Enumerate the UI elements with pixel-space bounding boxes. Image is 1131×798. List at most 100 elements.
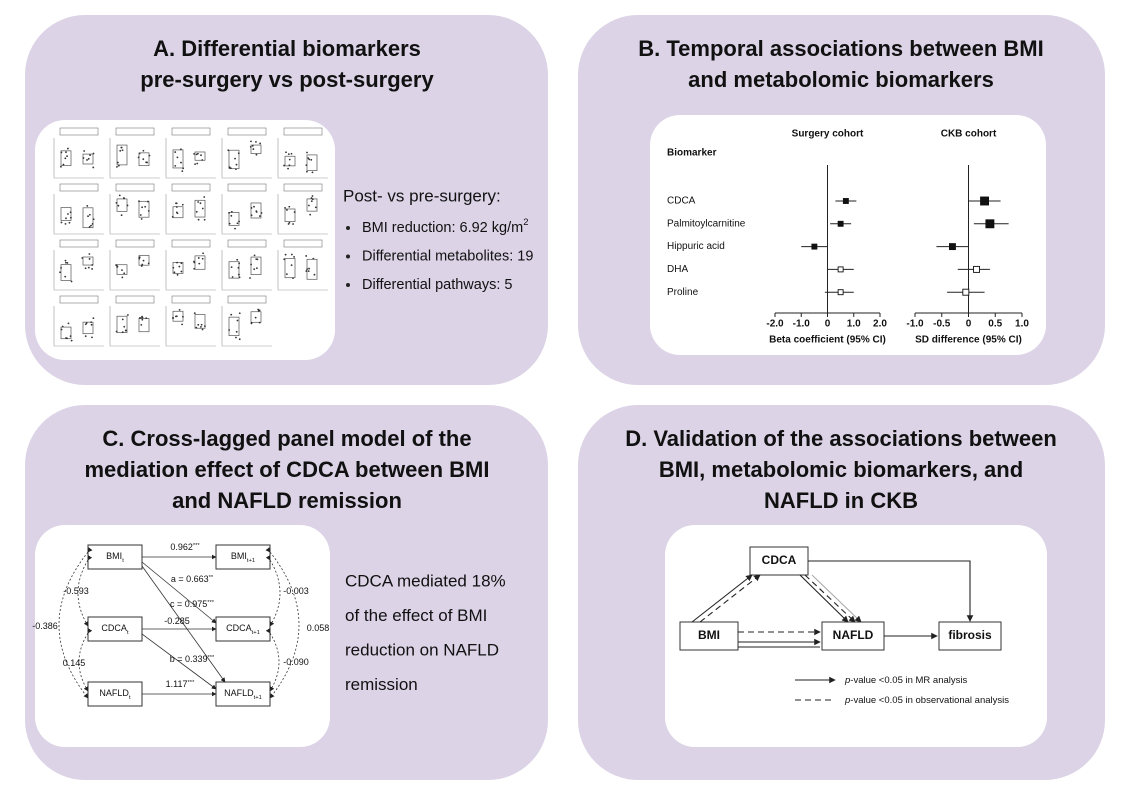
path-coefficient: -0.003 — [283, 586, 309, 596]
thumb-dot — [255, 153, 258, 156]
estimate — [837, 289, 844, 296]
node-label-part: CDCA — [226, 623, 252, 633]
thumb-box — [194, 314, 206, 329]
thumb-dot — [235, 168, 237, 171]
thumb-dot — [312, 257, 315, 260]
thumb-dot — [86, 205, 89, 207]
thumb-dot — [230, 210, 233, 213]
thumb-dot — [254, 316, 257, 319]
thumb-dot — [230, 214, 233, 217]
thumb-dot — [284, 253, 287, 256]
thumb-dot — [141, 315, 143, 318]
thumb-dot — [175, 202, 178, 205]
thumb-dot — [283, 258, 286, 261]
thumb-dot — [119, 149, 122, 152]
validation-link — [811, 574, 862, 623]
thumb-dot — [290, 152, 293, 155]
thumb-dot — [121, 269, 123, 272]
thumb-header — [171, 295, 211, 304]
thumb-dot — [238, 276, 241, 279]
validation-link — [699, 574, 761, 623]
thumb-dot — [145, 161, 148, 164]
thumb-dot — [235, 336, 237, 339]
validation-node — [749, 546, 809, 576]
path-coefficient-part: *** — [207, 655, 215, 661]
path-coefficient-part: *** — [193, 543, 201, 549]
thumb-dot — [250, 207, 253, 209]
panel-title: pre-surgery vs post-surgery — [140, 67, 434, 92]
thumb-dot — [203, 218, 206, 221]
path-coefficient-part: 0.058 — [307, 623, 330, 633]
thumb-dot — [61, 325, 64, 328]
thumb-dot — [250, 321, 253, 324]
tick-label: 0 — [825, 319, 831, 330]
estimate — [973, 265, 980, 273]
estimate — [985, 219, 995, 229]
thumb-dot — [310, 197, 313, 199]
thumb-dot — [148, 154, 151, 157]
thumb-dot — [311, 198, 314, 201]
node-label-part: t — [127, 630, 129, 636]
thumb-dot — [201, 328, 204, 331]
thumb-box — [228, 316, 240, 336]
thumb-dot — [126, 204, 129, 207]
thumb-dot — [92, 152, 95, 155]
thumb-dot — [178, 265, 181, 268]
thumb-dot — [310, 158, 313, 161]
thumb-dot — [249, 277, 251, 279]
thumb-dot — [237, 152, 240, 155]
thumb-dot — [193, 312, 196, 315]
thumb-header — [115, 127, 155, 136]
thumb-box — [306, 198, 318, 212]
thumb-dot — [284, 206, 286, 209]
thumb-dot — [201, 207, 204, 210]
thumb-dot — [138, 200, 140, 203]
model-node — [87, 681, 143, 707]
thumb-dot — [66, 147, 69, 150]
cohort-header: Biomarker — [667, 148, 717, 159]
thumb-dot — [87, 266, 90, 269]
path-coefficient: a = 0.663** — [171, 574, 214, 584]
estimate — [837, 220, 844, 227]
bullet-text-part: Differential pathways: 5 — [362, 277, 512, 293]
thumb-dot — [88, 258, 91, 260]
thumb-dot — [182, 167, 185, 170]
thumb-dot — [140, 265, 143, 267]
thumb-box — [138, 152, 150, 167]
thumb-dot — [196, 162, 199, 165]
node-label: CDCAt+1 — [226, 623, 260, 635]
thumb-dot — [123, 197, 126, 200]
thumb-dot — [195, 326, 198, 329]
estimate — [837, 266, 844, 273]
thumb-dot — [69, 211, 72, 214]
thumb-dot — [117, 164, 120, 167]
thumb-dot — [69, 335, 72, 338]
validation-link — [804, 574, 856, 623]
estimate — [811, 243, 818, 250]
thumb-dot — [88, 253, 91, 255]
thumb-dot — [256, 258, 259, 261]
thumb-dot — [292, 223, 294, 225]
node-label: NAFLDt — [99, 688, 131, 700]
thumb-dot — [234, 227, 236, 230]
thumb-header — [283, 183, 323, 192]
node-label: CDCA — [762, 553, 797, 567]
thumb-dot — [228, 329, 231, 331]
thumb-dot — [252, 148, 255, 150]
node-label-part: t+1 — [247, 558, 255, 564]
thumb-dot — [228, 222, 231, 225]
path-coefficient: 1.117*** — [166, 679, 195, 689]
thumb-dot — [292, 277, 294, 280]
thumb-dot — [236, 258, 239, 261]
path-coefficient: 0.962*** — [170, 542, 200, 552]
thumb-dot — [193, 267, 196, 270]
path-coefficient-part: -0.090 — [283, 657, 309, 667]
thumb-dot — [287, 153, 290, 156]
thumb-dot — [305, 255, 308, 257]
thumb-dot — [89, 154, 91, 157]
path-coefficient-part: ** — [209, 575, 214, 581]
thumb-dot — [311, 195, 314, 197]
thumb-dot — [173, 271, 176, 274]
thumb-dot — [62, 163, 65, 166]
